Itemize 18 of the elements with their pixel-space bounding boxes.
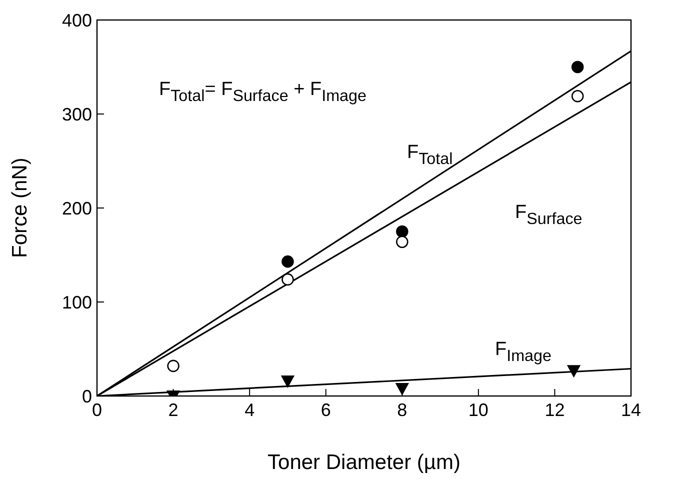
annotation: F$_{Total}$ xyxy=(407,142,453,168)
y-tick-label: 100 xyxy=(62,292,92,312)
annotation: F$_{Total}$= F$_{Surface}$ + F$_{Image}$ xyxy=(159,79,366,105)
annotation: F$_{Image}$ xyxy=(495,339,552,365)
x-tick-label: 10 xyxy=(468,400,488,420)
x-axis-title: Toner Diameter (µm) xyxy=(268,451,460,474)
x-tick-label: 6 xyxy=(320,400,331,420)
x-tick-label: 12 xyxy=(544,400,565,420)
y-tick-label: 300 xyxy=(62,104,92,124)
annotation: F$_{Surface}$ xyxy=(515,202,582,228)
y-tick-label: 0 xyxy=(82,386,92,406)
x-tick-label: 8 xyxy=(397,400,408,420)
x-tick-label: 14 xyxy=(620,400,642,420)
y-tick-label: 200 xyxy=(62,198,92,218)
x-tick-label: 4 xyxy=(244,400,255,420)
y-axis-title: Force (nN) xyxy=(8,158,32,258)
y-tick-label: 400 xyxy=(62,10,92,30)
x-tick-label: 2 xyxy=(168,400,178,420)
